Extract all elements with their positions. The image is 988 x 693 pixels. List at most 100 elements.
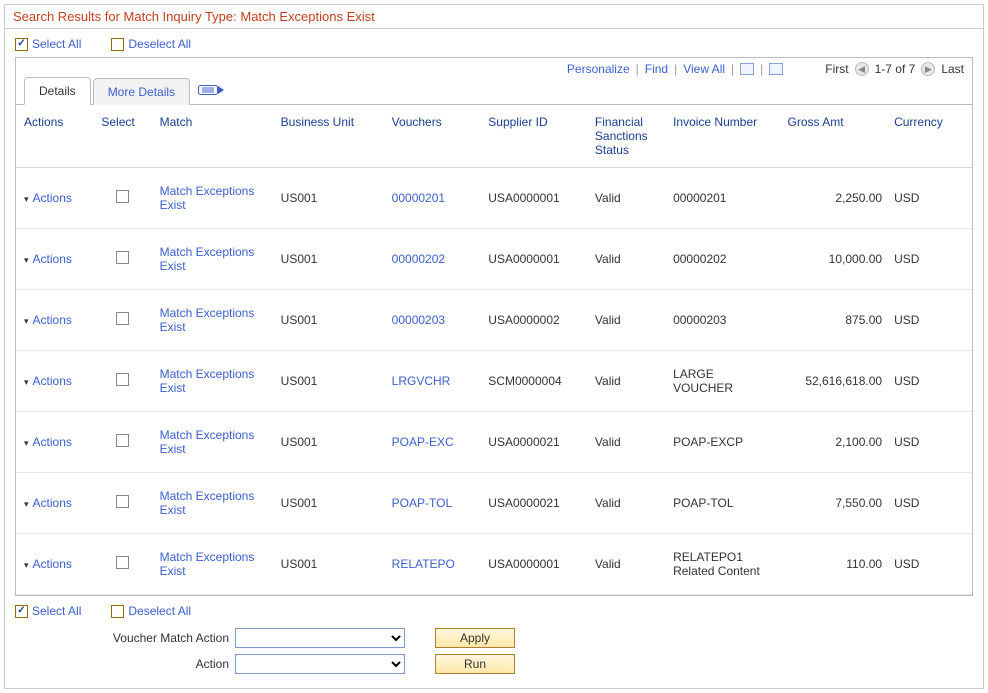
actions-menu[interactable]: Actions <box>24 557 72 571</box>
col-vouchers[interactable]: Vouchers <box>384 105 481 168</box>
voucher-link[interactable]: POAP-EXC <box>392 435 454 449</box>
row-select-checkbox[interactable] <box>116 434 129 447</box>
personalize-link[interactable]: Personalize <box>567 62 630 76</box>
row-select-checkbox[interactable] <box>116 556 129 569</box>
table-row: Actions Match Exceptions Exist US001 000002… <box>16 290 972 351</box>
select-all-checkbox-icon <box>15 605 28 618</box>
action-select[interactable] <box>235 654 405 674</box>
table-row: ActionsMatch Exceptions ExistUS001LRGVCH… <box>16 351 972 412</box>
col-financial-sanctions[interactable]: Financial Sanctions Status <box>587 105 665 168</box>
action-row: Action Run <box>15 654 973 674</box>
voucher-link[interactable]: 00000202 <box>392 252 445 266</box>
row-select-checkbox[interactable] <box>116 373 129 386</box>
match-link[interactable]: Match Exceptions Exist <box>160 428 255 456</box>
view-all-link[interactable]: View All <box>683 62 725 76</box>
col-select[interactable]: Select <box>93 105 151 168</box>
col-actions[interactable]: Actions <box>16 105 93 168</box>
col-invoice-number[interactable]: Invoice Number <box>665 105 779 168</box>
download-icon[interactable] <box>769 63 783 75</box>
actions-menu[interactable]: Actions <box>24 435 72 449</box>
results-panel: Search Results for Match Inquiry Type: M… <box>4 4 984 689</box>
col-business-unit[interactable]: Business Unit <box>273 105 384 168</box>
actions-menu[interactable]: Actions <box>24 252 72 266</box>
col-gross-amt[interactable]: Gross Amt <box>780 105 887 168</box>
deselect-all-label: Deselect All <box>128 604 191 618</box>
select-all-bottom[interactable]: Select All <box>15 604 81 618</box>
match-link[interactable]: Match Exceptions Exist <box>160 550 255 578</box>
apply-button[interactable]: Apply <box>435 628 515 648</box>
results-table: Actions Select Match Business Unit Vouch… <box>16 105 972 595</box>
prev-page-icon[interactable]: ◀ <box>855 62 869 76</box>
find-link[interactable]: Find <box>645 62 668 76</box>
panel-title: Search Results for Match Inquiry Type: M… <box>5 5 983 29</box>
gross-amt-cell: 52,616,618.00 <box>780 351 887 412</box>
fin-status-cell: Valid <box>587 290 665 351</box>
voucher-match-action-label: Voucher Match Action <box>15 631 235 645</box>
fin-status-cell: Valid <box>587 229 665 290</box>
voucher-link[interactable]: POAP-TOL <box>392 496 452 510</box>
show-all-columns-icon[interactable] <box>198 83 226 97</box>
invoice-cell: 00000201 <box>665 168 779 229</box>
first-label[interactable]: First <box>825 62 848 76</box>
run-button[interactable]: Run <box>435 654 515 674</box>
voucher-link[interactable]: 00000203 <box>392 313 445 327</box>
gross-amt-cell: 2,100.00 <box>780 412 887 473</box>
bottom-form: Voucher Match Action Apply Action Run <box>15 628 973 674</box>
match-link[interactable]: Match Exceptions Exist <box>160 184 255 212</box>
voucher-match-action-row: Voucher Match Action Apply <box>15 628 973 648</box>
deselect-all-checkbox-icon <box>111 605 124 618</box>
deselect-all-bottom[interactable]: Deselect All <box>111 604 191 618</box>
last-label[interactable]: Last <box>941 62 964 76</box>
voucher-match-action-select[interactable] <box>235 628 405 648</box>
col-match[interactable]: Match <box>152 105 273 168</box>
invoice-cell: LARGE VOUCHER <box>665 351 779 412</box>
select-controls-bottom: Select All Deselect All <box>15 604 973 618</box>
gross-amt-cell: 10,000.00 <box>780 229 887 290</box>
supplier-cell: USA0000021 <box>480 412 587 473</box>
fin-status-cell: Valid <box>587 534 665 595</box>
business-unit-cell: US001 <box>273 412 384 473</box>
grid-container: Personalize | Find | View All | | First … <box>15 57 973 596</box>
currency-cell: USD <box>886 412 972 473</box>
header-row: Actions Select Match Business Unit Vouch… <box>16 105 972 168</box>
match-link[interactable]: Match Exceptions Exist <box>160 245 255 273</box>
actions-menu[interactable]: Actions <box>24 191 72 205</box>
deselect-all-top[interactable]: Deselect All <box>111 37 191 51</box>
voucher-link[interactable]: 00000201 <box>392 191 445 205</box>
row-select-checkbox[interactable] <box>116 312 129 325</box>
toolbar-sep: | <box>674 62 677 76</box>
match-link[interactable]: Match Exceptions Exist <box>160 306 255 334</box>
table-row: ActionsMatch Exceptions ExistUS001POAP-T… <box>16 473 972 534</box>
gross-amt-cell: 2,250.00 <box>780 168 887 229</box>
supplier-cell: USA0000001 <box>480 534 587 595</box>
tab-more-details[interactable]: More Details <box>93 78 190 105</box>
row-select-checkbox[interactable] <box>116 495 129 508</box>
voucher-link[interactable]: RELATEPO <box>392 557 455 571</box>
row-select-checkbox[interactable] <box>116 251 129 264</box>
col-currency[interactable]: Currency <box>886 105 972 168</box>
voucher-link[interactable]: LRGVCHR <box>392 374 451 388</box>
actions-menu[interactable]: Actions <box>24 374 72 388</box>
fin-status-cell: Valid <box>587 473 665 534</box>
zoom-icon[interactable] <box>740 63 754 75</box>
match-link[interactable]: Match Exceptions Exist <box>160 367 255 395</box>
gross-amt-cell: 110.00 <box>780 534 887 595</box>
table-row: ActionsMatch Exceptions ExistUS001000002… <box>16 229 972 290</box>
deselect-all-checkbox-icon <box>111 38 124 51</box>
fin-status-cell: Valid <box>587 412 665 473</box>
business-unit-cell: US001 <box>273 534 384 595</box>
tab-details[interactable]: Details <box>24 77 91 105</box>
select-all-top[interactable]: Select All <box>15 37 81 51</box>
toolbar-sep: | <box>636 62 639 76</box>
business-unit-cell: US001 <box>273 290 384 351</box>
match-link[interactable]: Match Exceptions Exist <box>160 489 255 517</box>
next-page-icon[interactable]: ▶ <box>921 62 935 76</box>
toolbar-sep: | <box>731 62 734 76</box>
currency-cell: USD <box>886 229 972 290</box>
col-supplier[interactable]: Supplier ID <box>480 105 587 168</box>
actions-menu[interactable]: Actions <box>24 313 72 327</box>
actions-menu[interactable]: Actions <box>24 496 72 510</box>
currency-cell: USD <box>886 290 972 351</box>
row-select-checkbox[interactable] <box>116 190 129 203</box>
fin-status-cell: Valid <box>587 168 665 229</box>
